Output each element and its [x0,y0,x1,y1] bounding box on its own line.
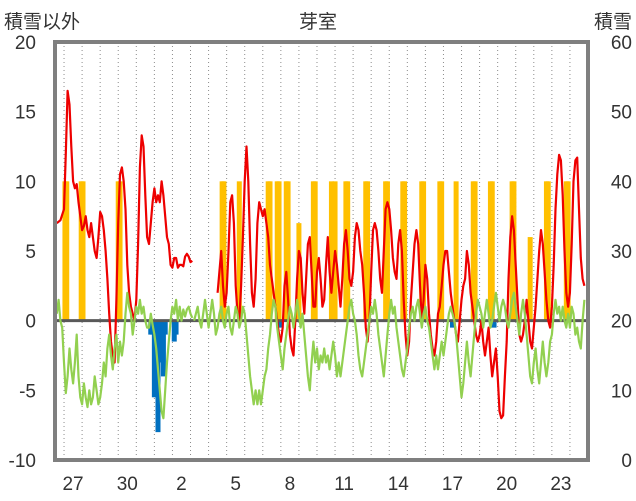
bar [117,181,123,321]
left-tick-label: 10 [15,172,36,193]
right-tick-label: 60 [611,33,632,54]
bar [565,181,571,321]
plot-area [55,89,588,462]
bar [236,181,242,321]
x-tick-label: 5 [230,474,241,495]
plot-border [53,40,590,462]
bar [545,181,551,321]
x-tick-label: 20 [496,474,517,495]
right-tick-label: 10 [611,381,632,402]
right-tick-label: 30 [611,242,632,263]
bar [453,181,459,321]
bar [489,181,495,321]
bar [421,181,427,321]
x-tick-label: 8 [285,474,296,495]
right-tick-label: 0 [621,451,632,472]
left-tick-label: 20 [15,33,36,54]
right-tick-label: 20 [611,312,632,333]
chart-title: 芽室 [299,11,337,33]
bar [173,320,179,335]
x-tick-label: 11 [334,474,354,495]
bar [80,181,86,321]
bar [221,181,227,321]
right-tick-label: 40 [611,172,632,193]
bar [384,181,390,321]
bar [312,181,318,321]
series-line [55,291,194,420]
bar [527,237,533,321]
bar [296,223,302,321]
bar [328,181,334,321]
bar [162,320,168,335]
bar [278,320,284,328]
bar [439,181,445,321]
bar [472,181,478,321]
bar [151,320,157,398]
x-tick-label: 14 [388,474,410,495]
x-tick-label: 17 [442,474,463,495]
x-tick-label: 23 [550,474,571,495]
bar [160,320,166,377]
bar [449,320,455,328]
bar [276,181,282,321]
left-tick-label: -10 [9,451,36,472]
left-tick-label: -5 [19,381,36,402]
right-axis-label: 積雪 [594,11,632,33]
left-tick-label: 15 [15,103,36,124]
left-tick-label: 5 [25,242,36,263]
plot-frame [53,40,590,462]
bar [365,181,371,321]
bar [285,181,291,321]
bar [491,320,497,328]
left-tick-label: 0 [25,312,36,333]
left-axis-label: 積雪以外 [4,11,80,33]
series-line [193,291,586,406]
right-tick-label: 50 [611,103,632,124]
bar [64,181,70,321]
series-line [56,89,193,364]
x-tick-label: 30 [117,474,138,495]
bar [402,181,408,321]
x-tick-label: 2 [176,474,187,495]
x-tick-label: 27 [62,474,83,495]
